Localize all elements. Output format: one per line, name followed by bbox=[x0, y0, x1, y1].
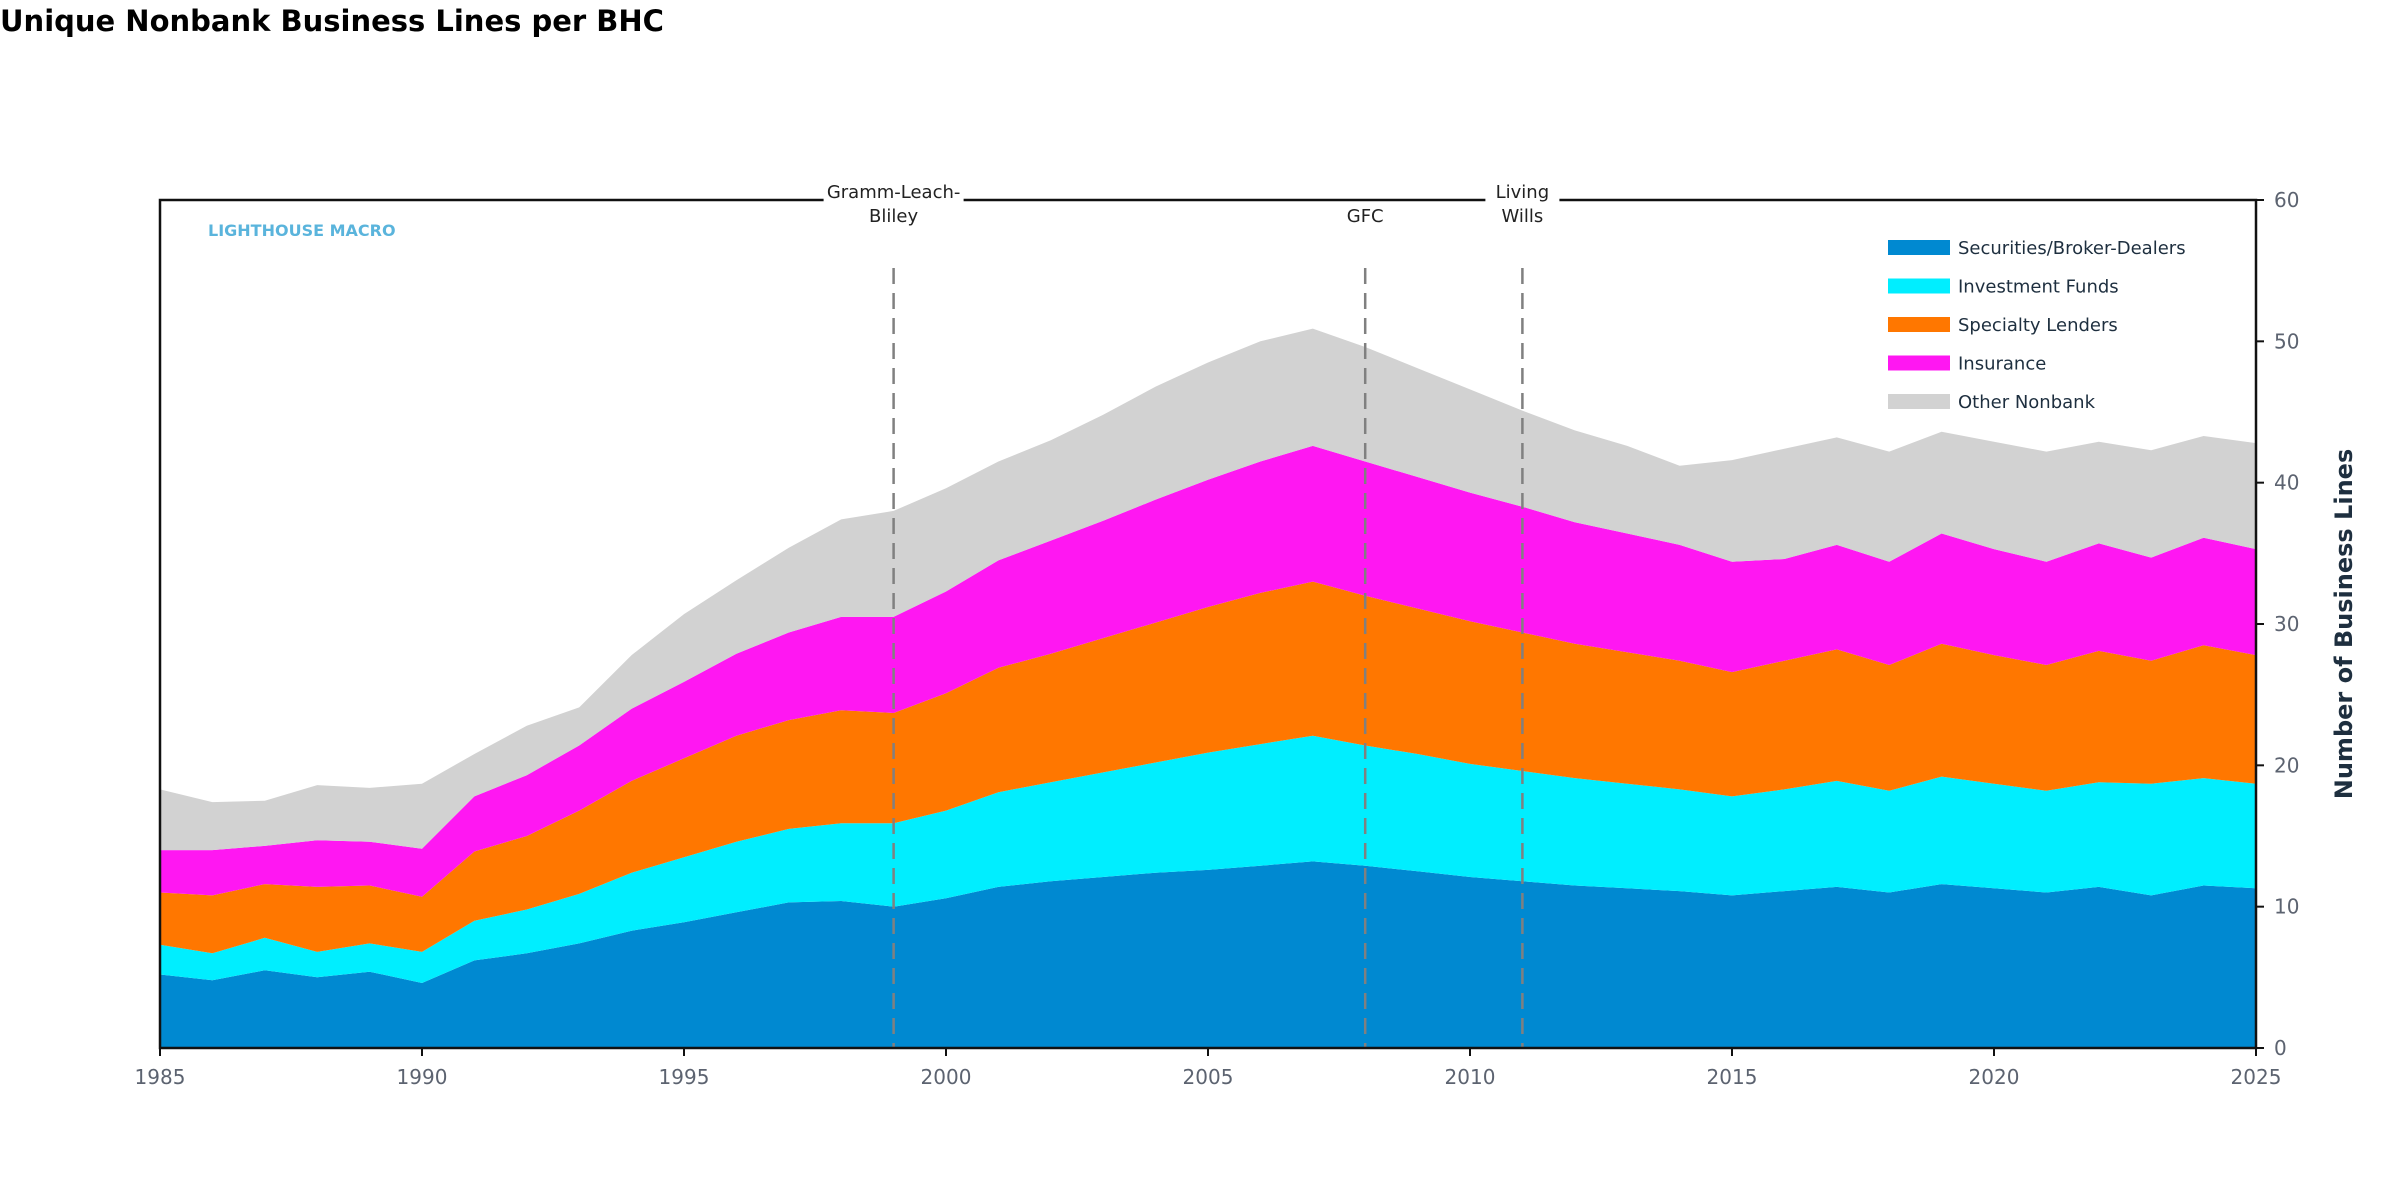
legend-label-other-nonbank: Other Nonbank bbox=[1958, 392, 2096, 413]
x-tick-label: 2015 bbox=[1707, 1065, 1758, 1089]
x-axis: 1985 1990 1995 2000 2005 2010 2015 2020 2025 bbox=[135, 1048, 2282, 1089]
x-tick-label: 2005 bbox=[1183, 1065, 1234, 1089]
watermark-text: LIGHTHOUSE MACRO bbox=[208, 221, 396, 240]
y-tick-label: 30 bbox=[2274, 612, 2299, 636]
legend-swatch-securities-broker-dealers bbox=[1888, 240, 1950, 255]
event-label: Living bbox=[1496, 182, 1550, 203]
area-insurance bbox=[160, 445, 2256, 897]
event-label: Gramm-Leach- bbox=[827, 182, 961, 203]
y-tick-label: 40 bbox=[2274, 471, 2299, 495]
legend-swatch-specialty-lenders bbox=[1888, 317, 1950, 332]
chart-title: Unique Nonbank Business Lines per BHC bbox=[0, 4, 664, 38]
x-tick-label: 2000 bbox=[921, 1065, 972, 1089]
y-tick-label: 10 bbox=[2274, 895, 2299, 919]
legend-swatch-investment-funds bbox=[1888, 278, 1950, 294]
event-label: Wills bbox=[1502, 206, 1544, 227]
legend: Securities/Broker-Dealers Investment Fund… bbox=[1888, 238, 2186, 413]
y-axis: 0 10 20 30 40 50 60 bbox=[2256, 188, 2299, 1060]
y-tick-label: 20 bbox=[2274, 753, 2299, 777]
event-label-background bbox=[823, 180, 964, 228]
x-tick-label: 2010 bbox=[1445, 1065, 1496, 1089]
area-other-nonbank bbox=[160, 328, 2256, 851]
x-tick-label: 2020 bbox=[1969, 1065, 2020, 1089]
area-specialty-lenders bbox=[160, 581, 2256, 954]
legend-label-insurance: Insurance bbox=[1958, 354, 2046, 375]
x-tick-label: 2025 bbox=[2231, 1065, 2282, 1089]
legend-label-specialty-lenders: Specialty Lenders bbox=[1958, 315, 2118, 336]
y-tick-label: 50 bbox=[2274, 329, 2299, 353]
event-label-background bbox=[1344, 204, 1386, 228]
area-investment-funds bbox=[160, 735, 2256, 983]
event-label-background bbox=[1485, 180, 1560, 228]
area-securities-broker-dealers bbox=[160, 861, 2256, 1048]
y-tick-label: 60 bbox=[2274, 188, 2299, 212]
x-tick-label: 1985 bbox=[135, 1065, 186, 1089]
y-tick-label: 0 bbox=[2274, 1036, 2287, 1060]
event-label: Bliley bbox=[869, 206, 918, 227]
y-axis-label: Number of Business Lines bbox=[2330, 449, 2358, 799]
event-label: GFC bbox=[1347, 206, 1384, 227]
legend-label-securities-broker-dealers: Securities/Broker-Dealers bbox=[1958, 238, 2186, 259]
legend-swatch-other-nonbank bbox=[1888, 394, 1950, 409]
event-labels: Gramm-Leach- Bliley GFC Living Wills bbox=[823, 180, 1560, 228]
legend-label-investment-funds: Investment Funds bbox=[1958, 277, 2119, 298]
x-tick-label: 1990 bbox=[397, 1065, 448, 1089]
event-lines bbox=[892, 268, 1524, 1048]
legend-swatch-insurance bbox=[1888, 355, 1950, 371]
areas-layer bbox=[160, 328, 2256, 1048]
x-tick-label: 1995 bbox=[659, 1065, 710, 1089]
